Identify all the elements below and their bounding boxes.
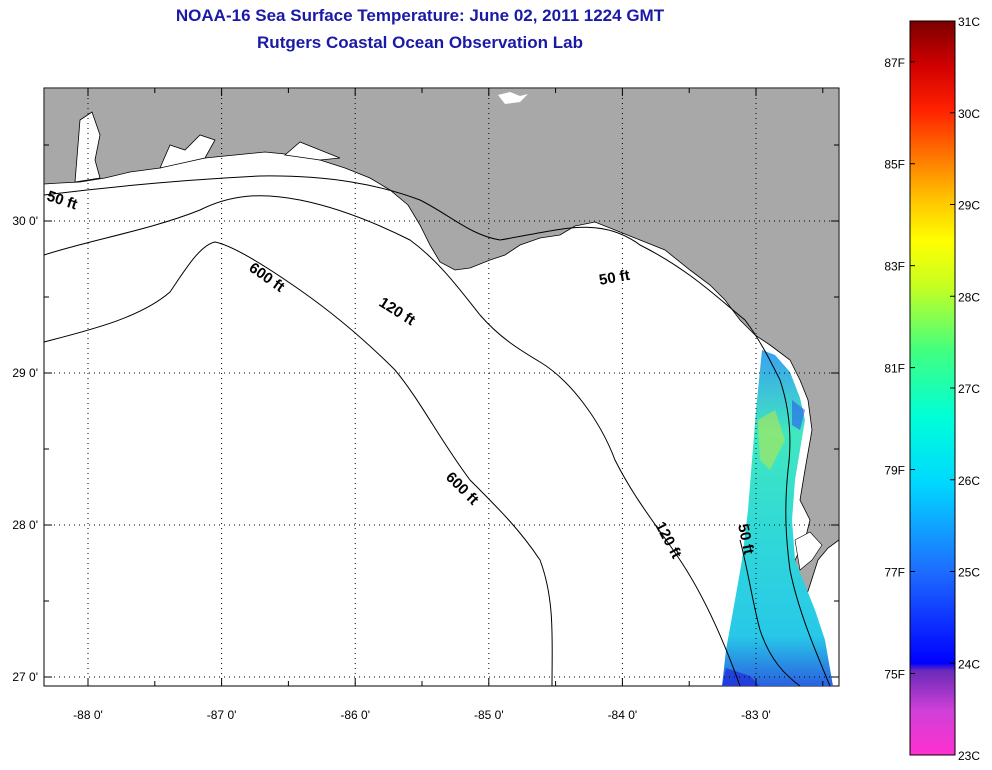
colorbar-label-c: 27C — [958, 382, 980, 396]
land-mass — [44, 88, 839, 607]
colorbar-label-f: 87F — [884, 56, 905, 70]
contour-50ft-inner — [739, 539, 801, 687]
colorbar-label-f: 75F — [884, 667, 905, 681]
colorbar-label-f: 79F — [884, 464, 905, 478]
colorbar-label-c: 29C — [958, 199, 980, 213]
lon-tick-label: -84 0' — [608, 708, 638, 722]
contour-50ft-north — [43, 175, 746, 321]
lon-tick-label: -88 0' — [73, 708, 103, 722]
colorbar-label-f: 81F — [884, 362, 905, 376]
colorbar-label-c: 31C — [958, 15, 980, 29]
colorbar-label-f: 77F — [884, 566, 905, 580]
lat-tick-label: 27 0' — [12, 670, 38, 684]
lon-tick-label: -86 0' — [340, 708, 370, 722]
contour-120ft — [43, 195, 741, 687]
colorbar — [909, 20, 956, 756]
colorbar-label-c: 25C — [958, 566, 980, 580]
lat-tick-label: 30 0' — [12, 214, 38, 228]
contour-label: 50 ft — [734, 522, 757, 556]
map-subtitle: Rutgers Coastal Ocean Observation Lab — [257, 33, 583, 52]
lon-tick-label: -83 0' — [741, 708, 771, 722]
colorbar-label-c: 26C — [958, 474, 980, 488]
lon-tick-label: -87 0' — [207, 708, 237, 722]
lat-tick-label: 29 0' — [12, 366, 38, 380]
colorbar-label-c: 23C — [958, 749, 980, 763]
map-title: NOAA-16 Sea Surface Temperature: June 02… — [175, 6, 665, 25]
contour-50ft-east — [744, 319, 831, 687]
colorbar-label-c: 28C — [958, 290, 980, 304]
sst-swath — [722, 350, 833, 686]
colorbar-label-c: 30C — [958, 107, 980, 121]
colorbar-label-f: 85F — [884, 158, 905, 172]
contour-600ft — [43, 241, 553, 687]
lon-tick-label: -85 0' — [474, 708, 504, 722]
colorbar-label-c: 24C — [958, 657, 980, 671]
lat-tick-label: 28 0' — [12, 518, 38, 532]
colorbar-label-f: 83F — [884, 260, 905, 274]
contour-label: 50 ft — [598, 267, 631, 289]
